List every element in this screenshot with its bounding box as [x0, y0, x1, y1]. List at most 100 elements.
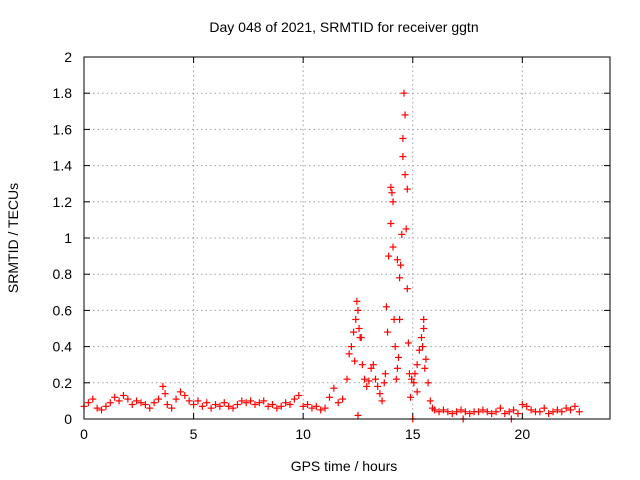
data-point [354, 306, 362, 314]
data-point [435, 408, 443, 416]
data-point [418, 334, 426, 342]
data-point [150, 399, 158, 407]
data-point [523, 402, 531, 410]
data-point [501, 410, 509, 418]
data-point [415, 346, 423, 354]
y-tick-labels: 0 0.2 0.4 0.6 0.8 1 1.2 1.4 1.6 1.8 2 [53, 49, 73, 427]
x-tick-label: 20 [515, 426, 531, 442]
data-point [422, 355, 430, 363]
data-point [385, 252, 393, 260]
y-tick-label: 2 [64, 49, 72, 65]
data-point [403, 285, 411, 293]
data-point [399, 153, 407, 161]
data-point [510, 406, 518, 414]
grid-lines [84, 57, 610, 419]
data-point [396, 315, 404, 323]
data-point [389, 198, 397, 206]
data-point [308, 404, 316, 412]
data-point [168, 404, 176, 412]
axis-ticks [83, 56, 610, 420]
data-point [381, 370, 389, 378]
data-point [133, 397, 141, 405]
data-point [190, 401, 198, 409]
y-tick-label: 1.6 [53, 121, 73, 137]
y-axis-label: SRMTID / TECUs [5, 183, 21, 293]
data-point [378, 397, 386, 405]
data-point [351, 357, 359, 365]
data-point [89, 395, 97, 403]
data-point [216, 402, 224, 410]
data-point [347, 343, 355, 351]
data-point [401, 171, 409, 179]
data-point [161, 390, 169, 398]
data-point [361, 375, 369, 383]
data-point [444, 408, 452, 416]
data-point [353, 297, 361, 305]
data-point [402, 225, 410, 233]
data-point [545, 410, 553, 418]
data-point [389, 243, 397, 251]
y-tick-label: 1.4 [53, 158, 73, 174]
y-tick-label: 1 [64, 230, 72, 246]
data-point [106, 399, 114, 407]
data-point [220, 399, 228, 407]
data-point [299, 402, 307, 410]
data-point [553, 406, 561, 414]
data-point [540, 404, 548, 412]
data-point [137, 399, 145, 407]
data-point [102, 402, 110, 410]
data-point [396, 274, 404, 282]
data-point [466, 410, 474, 418]
data-point [111, 393, 119, 401]
data-point [410, 379, 418, 387]
data-point [387, 220, 395, 228]
x-tick-label: 10 [295, 426, 311, 442]
y-tick-label: 1.8 [53, 85, 73, 101]
data-point [286, 401, 294, 409]
data-point [401, 111, 409, 119]
data-point [488, 410, 496, 418]
data-point [475, 408, 482, 416]
data-point [181, 391, 189, 399]
data-point [238, 397, 246, 405]
data-point [330, 384, 338, 392]
data-point [212, 401, 219, 409]
data-point [395, 353, 403, 361]
x-tick-label: 15 [405, 426, 421, 442]
data-point [411, 370, 419, 378]
data-point [413, 388, 421, 396]
data-point [194, 397, 202, 405]
data-point [350, 328, 358, 336]
data-point [317, 406, 325, 414]
data-point [479, 406, 487, 414]
data-point [247, 397, 255, 405]
data-point [354, 411, 362, 419]
data-point [242, 399, 250, 407]
data-point [155, 395, 163, 403]
x-tick-label: 5 [190, 426, 198, 442]
data-point [185, 397, 193, 405]
data-point [483, 408, 491, 416]
data-point [290, 395, 298, 403]
data-point [398, 230, 406, 238]
data-point [352, 315, 360, 323]
data-point [380, 379, 388, 387]
data-point [371, 375, 379, 383]
data-point [115, 397, 123, 405]
data-point [176, 388, 184, 396]
data-point [374, 382, 382, 390]
data-point [141, 401, 149, 409]
data-point [496, 404, 504, 412]
data-point [334, 399, 342, 407]
data-point [343, 375, 351, 383]
y-tick-label: 0.6 [53, 302, 73, 318]
data-point [453, 408, 461, 416]
y-tick-label: 0.2 [53, 375, 73, 391]
y-tick-label: 0.8 [53, 266, 73, 282]
data-point [419, 343, 427, 351]
data-point [365, 377, 373, 385]
data-point [391, 343, 399, 351]
data-point [420, 325, 428, 332]
data-point [387, 183, 395, 191]
